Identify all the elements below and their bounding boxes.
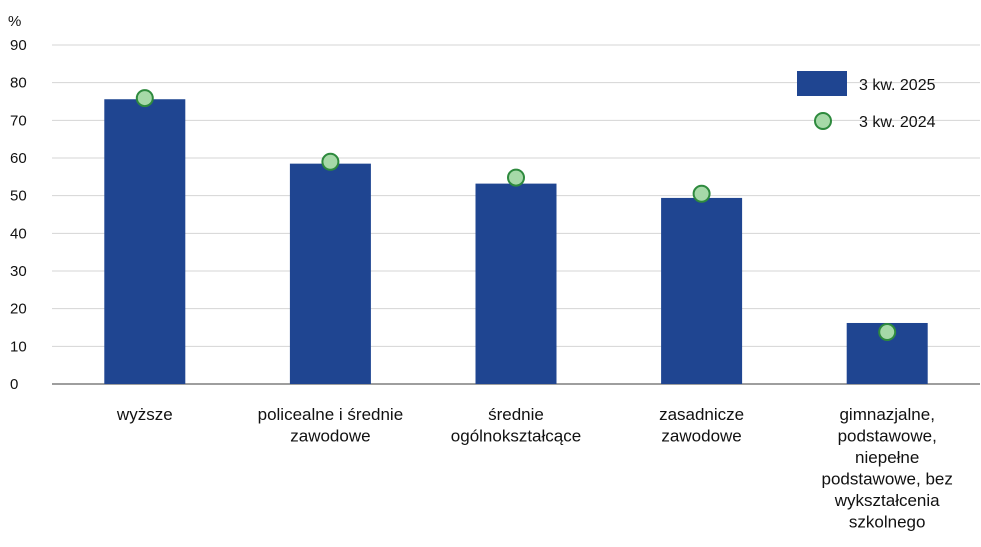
marker-series — [135, 89, 897, 342]
bar — [661, 197, 743, 384]
y-unit-label: % — [8, 13, 21, 30]
bar — [104, 99, 186, 385]
y-tick-label: 50 — [10, 188, 27, 205]
x-category-label: zasadnicze zawodowe — [659, 405, 744, 446]
legend: 3 kw. 2025 3 kw. 2024 — [797, 71, 936, 131]
legend-swatch-marker — [814, 112, 832, 130]
y-tick-label: 70 — [10, 112, 27, 129]
marker-point — [692, 184, 711, 203]
marker-point — [321, 152, 340, 171]
y-axis-ticks: 0 10 20 30 40 50 60 70 80 90 — [10, 37, 27, 393]
y-tick-label: 40 — [10, 225, 27, 242]
bar-series — [104, 99, 928, 385]
marker-point — [878, 323, 897, 342]
legend-label-2025: 3 kw. 2025 — [859, 77, 936, 94]
x-category-label: gimnazjalne, podstawowe, niepełne podstawow… — [822, 405, 953, 532]
x-category-label: średnie ogólnokształcące — [451, 405, 581, 446]
bar — [475, 183, 557, 384]
y-tick-label: 90 — [10, 37, 27, 54]
y-tick-label: 0 — [10, 376, 18, 393]
x-axis-labels: wyższe policealne i średnie zawodowe średni… — [116, 405, 953, 532]
y-tick-label: 80 — [10, 75, 27, 92]
marker-point — [507, 168, 525, 187]
y-tick-label: 30 — [10, 263, 27, 280]
legend-label-2024: 3 kw. 2024 — [859, 114, 936, 131]
legend-swatch-bar — [797, 71, 847, 96]
x-category-label: policealne i średnie zawodowe — [258, 405, 404, 446]
x-category-label: wyższe — [116, 405, 173, 424]
bar — [289, 163, 371, 384]
y-tick-label: 60 — [10, 150, 27, 167]
y-tick-label: 20 — [10, 301, 27, 318]
marker-point — [135, 89, 154, 108]
y-tick-label: 10 — [10, 338, 27, 355]
